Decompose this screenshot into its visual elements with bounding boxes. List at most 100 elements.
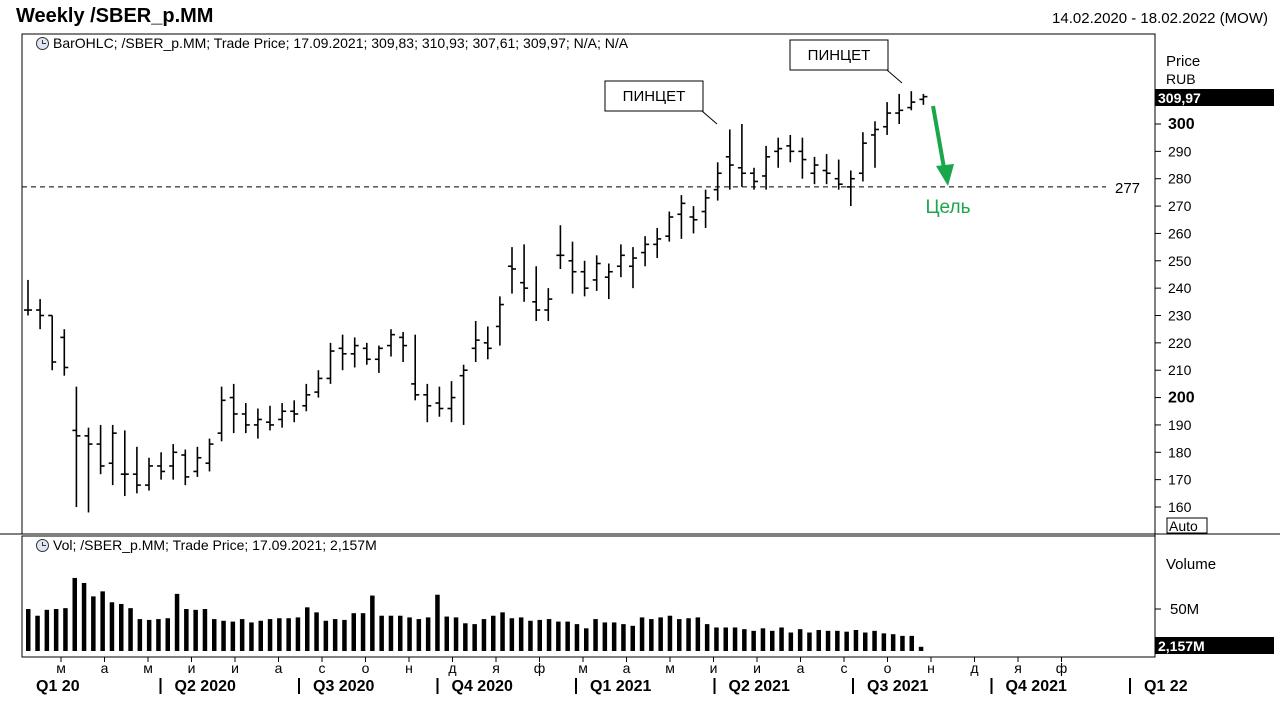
ohlc-bar [725, 129, 734, 190]
volume-bar [119, 603, 124, 651]
volume-bar [695, 617, 701, 651]
ohlc-bar [169, 444, 178, 480]
clock-icon[interactable] [36, 36, 49, 50]
ohlc-bar [713, 162, 722, 201]
volume-bar [444, 616, 449, 651]
month-tick-label: с [841, 660, 848, 676]
volume-bar [44, 609, 50, 651]
support-level-label: 277 [1115, 180, 1140, 197]
pincer-1-box[interactable] [604, 80, 704, 112]
ohlc-bar [241, 403, 250, 434]
ohlc-bar [786, 134, 795, 163]
time-axis: м а м и и а с о н д я ф м а м и и а с о н д я ф Q1 20 Q2 2020 Q3 2… [36, 657, 1188, 695]
ohlc-bar [858, 132, 867, 182]
volume-bar [649, 619, 654, 651]
ohlc-bar [36, 299, 45, 330]
volume-bar [81, 582, 87, 651]
volume-bar [723, 627, 728, 651]
ohlc-bar [750, 167, 758, 190]
volume-bar [156, 619, 161, 651]
auto-scale-button[interactable] [1166, 517, 1208, 534]
month-tick-label: а [797, 660, 805, 676]
volume-tick-label: 50M [1170, 601, 1199, 618]
ohlc-bar [532, 266, 541, 321]
ohlc-bar [520, 244, 529, 302]
ohlc-bar [387, 329, 395, 357]
ohlc-bar [641, 236, 650, 267]
volume-bar [835, 630, 840, 651]
ohlc-bar [84, 427, 93, 513]
volume-bar [453, 617, 459, 651]
month-tick-label: и [231, 660, 239, 676]
target-arrow [931, 105, 954, 186]
price-tick-label: 160 [1168, 499, 1192, 515]
ohlc-bar [544, 288, 553, 321]
volume-bar [677, 619, 682, 651]
volume-bar [379, 615, 384, 651]
ohlc-bar [508, 247, 516, 294]
ohlc-bar [471, 320, 480, 363]
quarter-label: Q1 22 [1144, 678, 1188, 695]
price-pane[interactable] [21, 33, 1156, 535]
ohlc-bar [665, 211, 674, 242]
volume-bar [53, 609, 59, 651]
ohlc-bar [423, 383, 432, 423]
volume-bar [900, 635, 905, 651]
ohlc-bar [556, 225, 565, 269]
volume-bar [351, 613, 356, 651]
volume-bar [72, 577, 77, 651]
ohlc-bar [919, 93, 928, 105]
last-price-badge [1155, 89, 1274, 106]
volume-bar [500, 612, 505, 651]
ohlc-bar [411, 334, 420, 401]
volume-bar [267, 619, 273, 651]
month-tick-label: а [101, 660, 109, 676]
volume-bar [528, 620, 533, 651]
price-tick-label: 170 [1168, 472, 1192, 488]
volume-bar [174, 593, 180, 651]
ohlc-bar [616, 244, 625, 278]
ohlc-bar [604, 263, 613, 300]
volume-bar [295, 617, 301, 651]
price-tick-label: 240 [1168, 280, 1192, 296]
volume-bar [602, 622, 608, 651]
volume-bar [751, 630, 756, 651]
volume-bar [332, 619, 338, 651]
price-tick-label: 180 [1168, 444, 1192, 460]
ohlc-bar [120, 430, 129, 497]
ohlc-bar [822, 154, 831, 185]
volume-bar [909, 635, 914, 651]
month-tick-label: и [753, 660, 761, 676]
volume-bar [258, 620, 263, 651]
volume-pane-info: Vol; /SBER_p.MM; Trade Price; 17.09.2021… [53, 537, 377, 553]
volume-bar [305, 607, 310, 651]
ohlc-bar [689, 206, 698, 234]
month-tick-label: м [665, 660, 675, 676]
price-tick-label: 280 [1168, 171, 1192, 187]
quarter-label: Q4 2020 [452, 678, 513, 695]
volume-bar [286, 618, 291, 651]
volume-bar [360, 613, 366, 651]
ohlc-bar [495, 296, 504, 346]
ohlc-bar [290, 400, 299, 423]
month-tick-label: о [884, 660, 892, 676]
pincer-2-box[interactable] [789, 39, 889, 71]
volume-bar [611, 622, 617, 651]
ohlc-bar [338, 334, 347, 371]
ohlc-bar [483, 326, 492, 360]
volume-bar [370, 595, 375, 651]
ohlc-bar [871, 121, 879, 168]
volume-bar [435, 594, 440, 651]
volume-bar [425, 617, 431, 651]
month-tick-label: м [56, 660, 66, 676]
quarter-label: Q2 2020 [175, 678, 236, 695]
volume-bar [407, 617, 412, 651]
clock-icon[interactable] [36, 538, 49, 552]
price-tick-label: 220 [1168, 335, 1192, 351]
ohlc-bar [653, 227, 662, 259]
volume-bar [388, 615, 394, 651]
ohlc-bar [701, 189, 710, 228]
ohlc-bar [48, 314, 57, 371]
price-tick-label: 300 [1168, 116, 1195, 133]
